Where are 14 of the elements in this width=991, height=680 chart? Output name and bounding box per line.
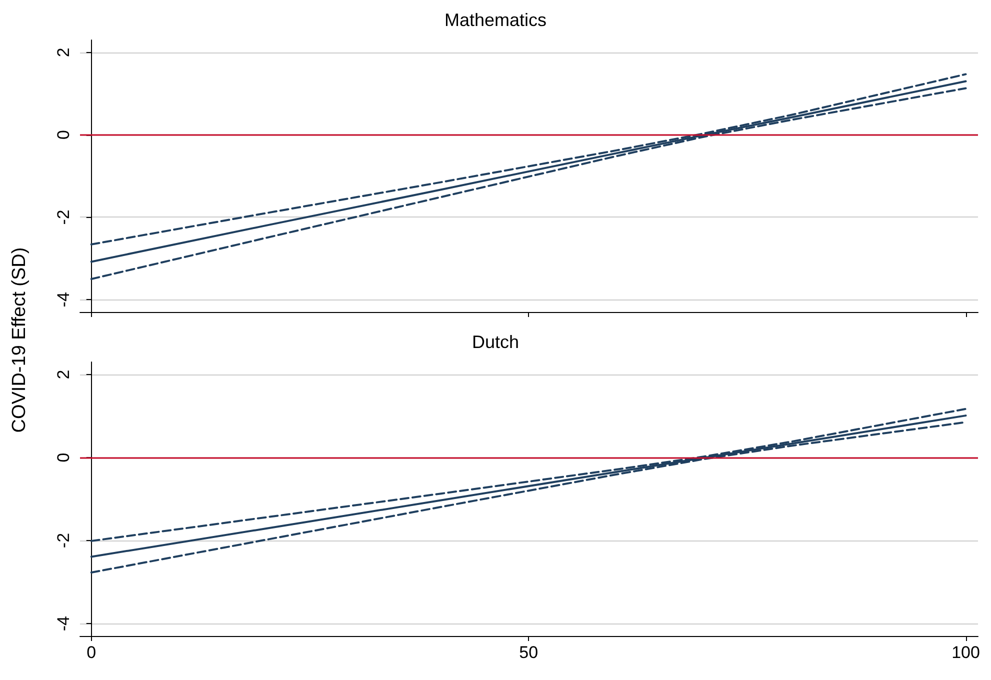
x-tick-label: 50: [519, 643, 538, 662]
y-tick-label: -2: [54, 210, 73, 225]
y-tick-label: 2: [54, 48, 73, 58]
y-axis-title: COVID-19 Effect (SD): [9, 247, 31, 433]
y-tick-label: 2: [54, 370, 73, 380]
y-tick-label: 0: [54, 130, 73, 140]
y-tick-label: -4: [54, 616, 73, 632]
y-tick-label: -2: [54, 532, 73, 548]
chart-title: Mathematics: [444, 10, 547, 30]
y-tick-label: -4: [54, 292, 73, 308]
x-tick-label: 100: [952, 643, 980, 662]
chart-title: Dutch: [472, 332, 520, 352]
x-tick-label: 0: [86, 643, 96, 662]
y-tick-label: 0: [54, 452, 73, 462]
